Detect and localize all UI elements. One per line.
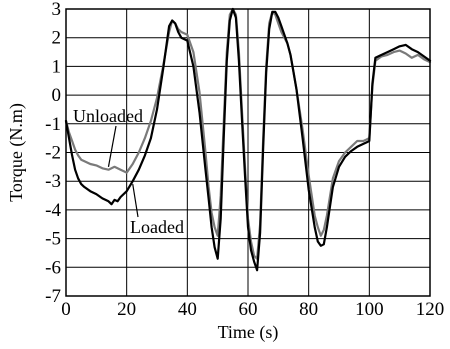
x-tick-label: 40 [178, 299, 197, 320]
x-tick-label: 0 [61, 299, 71, 320]
y-tick-label: 1 [52, 56, 62, 77]
annotation-unloaded: Unloaded [73, 106, 143, 126]
x-axis-title: Time (s) [218, 322, 279, 343]
y-tick-label: -7 [45, 286, 61, 307]
annotation-loaded: Loaded [130, 217, 184, 237]
y-tick-label: 3 [52, 0, 62, 20]
x-tick-label: 80 [299, 299, 318, 320]
annotation-leader-loaded [132, 183, 139, 218]
y-tick-label: -5 [45, 229, 61, 250]
x-tick-label: 20 [117, 299, 136, 320]
y-tick-label: 2 [52, 28, 62, 49]
x-tick-label: 60 [239, 299, 258, 320]
y-tick-labels: -7 -6 -5 -4 -3 -2 -1 0 1 2 3 [45, 0, 61, 307]
x-tick-label: 100 [355, 299, 384, 320]
series-line-loaded [64, 7, 432, 272]
y-tick-label: -1 [45, 114, 61, 135]
plot-frame [65, 8, 431, 297]
annotation-layer: Unloaded Loaded [73, 106, 184, 237]
y-tick-label: -6 [45, 257, 61, 278]
series-layer [64, 7, 432, 272]
y-tick-label: 0 [52, 85, 62, 106]
annotation-leader-unloaded [107, 125, 117, 167]
y-axis-title: Torque (N.m) [6, 103, 27, 202]
x-tick-labels: 0 20 40 60 80 100 120 [61, 299, 444, 320]
y-tick-label: -3 [45, 171, 61, 192]
grid-layer [65, 8, 431, 297]
y-tick-label: -2 [45, 143, 61, 164]
x-tick-label: 120 [416, 299, 445, 320]
y-tick-label: -4 [45, 200, 61, 221]
